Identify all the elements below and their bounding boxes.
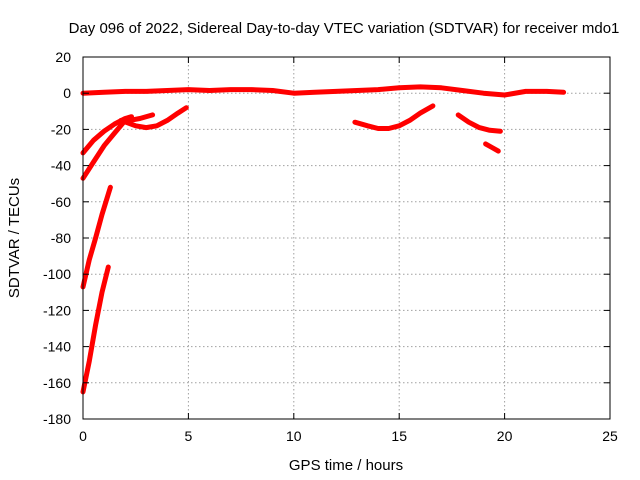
grid-lines [83,57,610,419]
x-tick-label: 25 [602,428,618,444]
x-tick-label: 20 [497,428,513,444]
series-line-4 [126,112,156,123]
x-tick-label: 0 [79,428,87,444]
series-line-7 [352,103,436,131]
y-tick-label: 0 [63,85,71,101]
series-line-6 [80,264,111,395]
x-tick-label: 5 [185,428,193,444]
x-tick-label: 15 [391,428,407,444]
x-tick-label: 10 [286,428,302,444]
y-tick-label: -40 [51,158,71,174]
y-tick-label: -20 [51,121,71,137]
plot-frame [82,56,611,420]
axis-ticks: 0 5 10 15 20 25 20 0 -20 -40 -60 -80 -100 -120 -140 -16… [43,49,618,444]
y-tick-label: -160 [43,375,71,391]
series-line-3 [118,105,189,131]
series-line-9 [483,141,501,154]
y-tick-label: -60 [51,194,71,210]
y-tick-label: -180 [43,411,71,427]
y-axis-label: SDTVAR / TECUs [6,178,23,298]
chart-title: Day 096 of 2022, Sidereal Day-to-day VTE… [69,20,620,37]
y-tick-label: -100 [43,266,71,282]
series-line-0 [80,84,567,98]
series-line-5 [80,184,113,290]
x-axis-label: GPS time / hours [289,457,403,474]
series-group [80,84,567,395]
y-tick-label: -80 [51,230,71,246]
y-tick-label: -140 [43,339,71,355]
series-line-8 [455,112,503,134]
y-tick-label: -120 [43,302,71,318]
y-tick-label: 20 [55,49,71,65]
series-line-2 [80,117,128,181]
